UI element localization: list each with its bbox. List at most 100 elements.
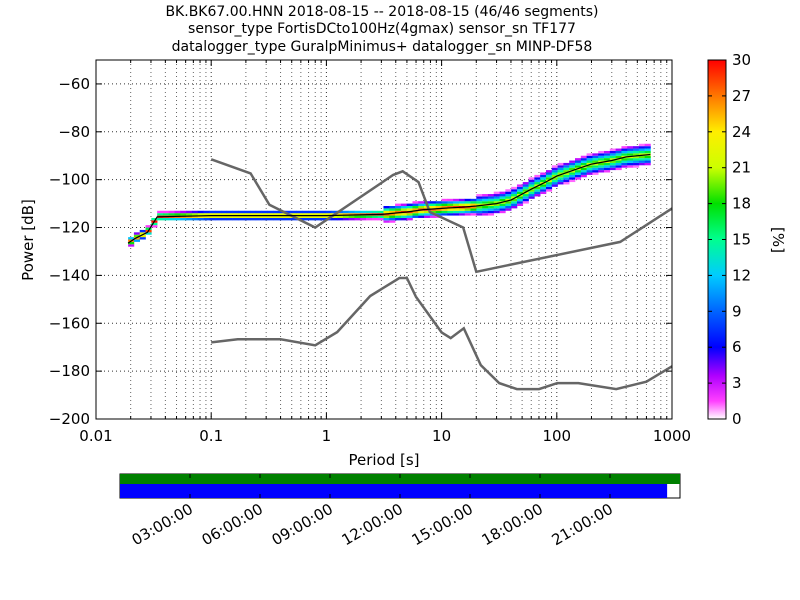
pdf-cell xyxy=(302,210,309,214)
pdf-cell xyxy=(232,213,239,216)
pdf-cell xyxy=(580,172,587,175)
pdf-cell xyxy=(505,196,512,199)
pdf-cell xyxy=(534,177,541,180)
pdf-cell xyxy=(302,213,309,216)
pdf-cell xyxy=(569,174,576,178)
pdf-cell xyxy=(476,201,483,204)
pdf-cell xyxy=(302,217,309,221)
pdf-cell xyxy=(499,194,506,197)
pdf-cell xyxy=(383,220,390,223)
pdf-cell xyxy=(511,191,518,195)
pdf-cell xyxy=(505,201,512,204)
pdf-cell xyxy=(191,217,199,221)
pdf-cell xyxy=(563,172,570,175)
pdf-cell xyxy=(395,215,402,218)
pdf-cell xyxy=(151,225,158,228)
pdf-cell xyxy=(586,153,593,156)
pdf-cell xyxy=(522,182,529,185)
pdf-cell xyxy=(633,153,640,156)
plot-background xyxy=(96,60,672,419)
noise-model-curves xyxy=(127,153,673,391)
pdf-cell xyxy=(528,184,535,187)
pdf-cell xyxy=(476,198,483,202)
pdf-cell xyxy=(249,213,257,216)
pdf-cell xyxy=(615,165,622,168)
pdf-cell xyxy=(644,146,651,149)
pdf-cell xyxy=(145,225,152,228)
pdf-cell xyxy=(215,215,222,218)
pdf-cell xyxy=(563,162,570,166)
pdf-cell xyxy=(331,217,338,221)
pdf-cell xyxy=(186,215,193,218)
pdf-cell xyxy=(157,217,164,221)
pdf-cell xyxy=(557,179,564,183)
pdf-cell xyxy=(203,215,210,218)
pdf-cell xyxy=(540,179,547,183)
pdf-cell xyxy=(644,158,651,161)
pdf-cell xyxy=(319,210,326,214)
pdf-cell xyxy=(220,213,228,216)
pdf-cell xyxy=(482,205,489,209)
pdf-cell xyxy=(476,213,483,216)
pdf-cell xyxy=(447,210,454,214)
pdf-cell xyxy=(621,150,628,154)
pdf-cell xyxy=(487,213,495,216)
pdf-cell xyxy=(325,210,332,214)
pdf-cell xyxy=(505,208,512,211)
pdf-cell xyxy=(220,215,228,218)
pdf-cell xyxy=(458,198,466,202)
pdf-cell xyxy=(284,217,291,221)
pdf-cell xyxy=(197,215,204,218)
timeline-tick-label: 09:00:00 xyxy=(269,500,336,549)
pdf-cell xyxy=(540,184,547,187)
pdf-cell xyxy=(255,210,262,214)
pdf-cell xyxy=(598,158,605,161)
pdf-cell xyxy=(168,217,175,221)
pdf-cell xyxy=(191,210,199,214)
pdf-cell xyxy=(435,213,442,216)
pdf-cell xyxy=(586,170,593,173)
y-tick-label: −160 xyxy=(49,314,90,332)
pdf-cell xyxy=(551,167,558,171)
pdf-cell xyxy=(580,162,587,166)
pdf-cell xyxy=(493,196,500,199)
pdf-cell xyxy=(220,210,228,214)
pdf-cell xyxy=(604,150,611,154)
pdf-cell xyxy=(133,239,141,242)
pdf-cell xyxy=(354,217,361,221)
x-tick-label: 1000 xyxy=(653,427,691,445)
pdf-cell xyxy=(592,158,599,161)
pdf-cell xyxy=(186,217,193,221)
pdf-cell xyxy=(302,215,309,218)
pdf-cell xyxy=(412,208,419,211)
pdf-cell xyxy=(383,217,390,221)
pdf-cell xyxy=(482,210,489,214)
x-tick-label: 0.01 xyxy=(79,427,112,445)
pdf-cell xyxy=(174,210,181,214)
pdf-cell xyxy=(453,203,460,206)
y-tick-label: −200 xyxy=(49,410,90,428)
title-line-3: datalogger_type GuralpMinimus+ datalogge… xyxy=(172,39,593,55)
pdf-cell xyxy=(592,160,599,163)
pdf-cell xyxy=(621,153,628,156)
pdf-cell xyxy=(522,196,529,199)
colorbar-label: [%] xyxy=(769,227,787,253)
curve-pdf-mode xyxy=(127,153,651,244)
pdf-cell xyxy=(638,160,645,163)
pdf-cell xyxy=(644,150,651,154)
pdf-cell xyxy=(429,215,437,218)
pdf-cell xyxy=(395,210,402,214)
pdf-cell xyxy=(609,162,616,166)
pdf-cell xyxy=(308,213,315,216)
pdf-cell xyxy=(557,170,564,173)
pdf-cell xyxy=(226,210,233,214)
pdf-cell xyxy=(180,210,187,214)
colorbar-tick-label: 12 xyxy=(732,266,751,284)
pdf-cell xyxy=(563,165,570,168)
x-axis-ticks: 0.01 0.1 1 10 100 1000 xyxy=(79,60,691,445)
pdf-cell xyxy=(238,210,245,214)
pdf-cell xyxy=(203,217,210,221)
pdf-cell xyxy=(516,184,524,187)
pdf-cell xyxy=(580,160,587,163)
pdf-cell xyxy=(464,203,471,206)
